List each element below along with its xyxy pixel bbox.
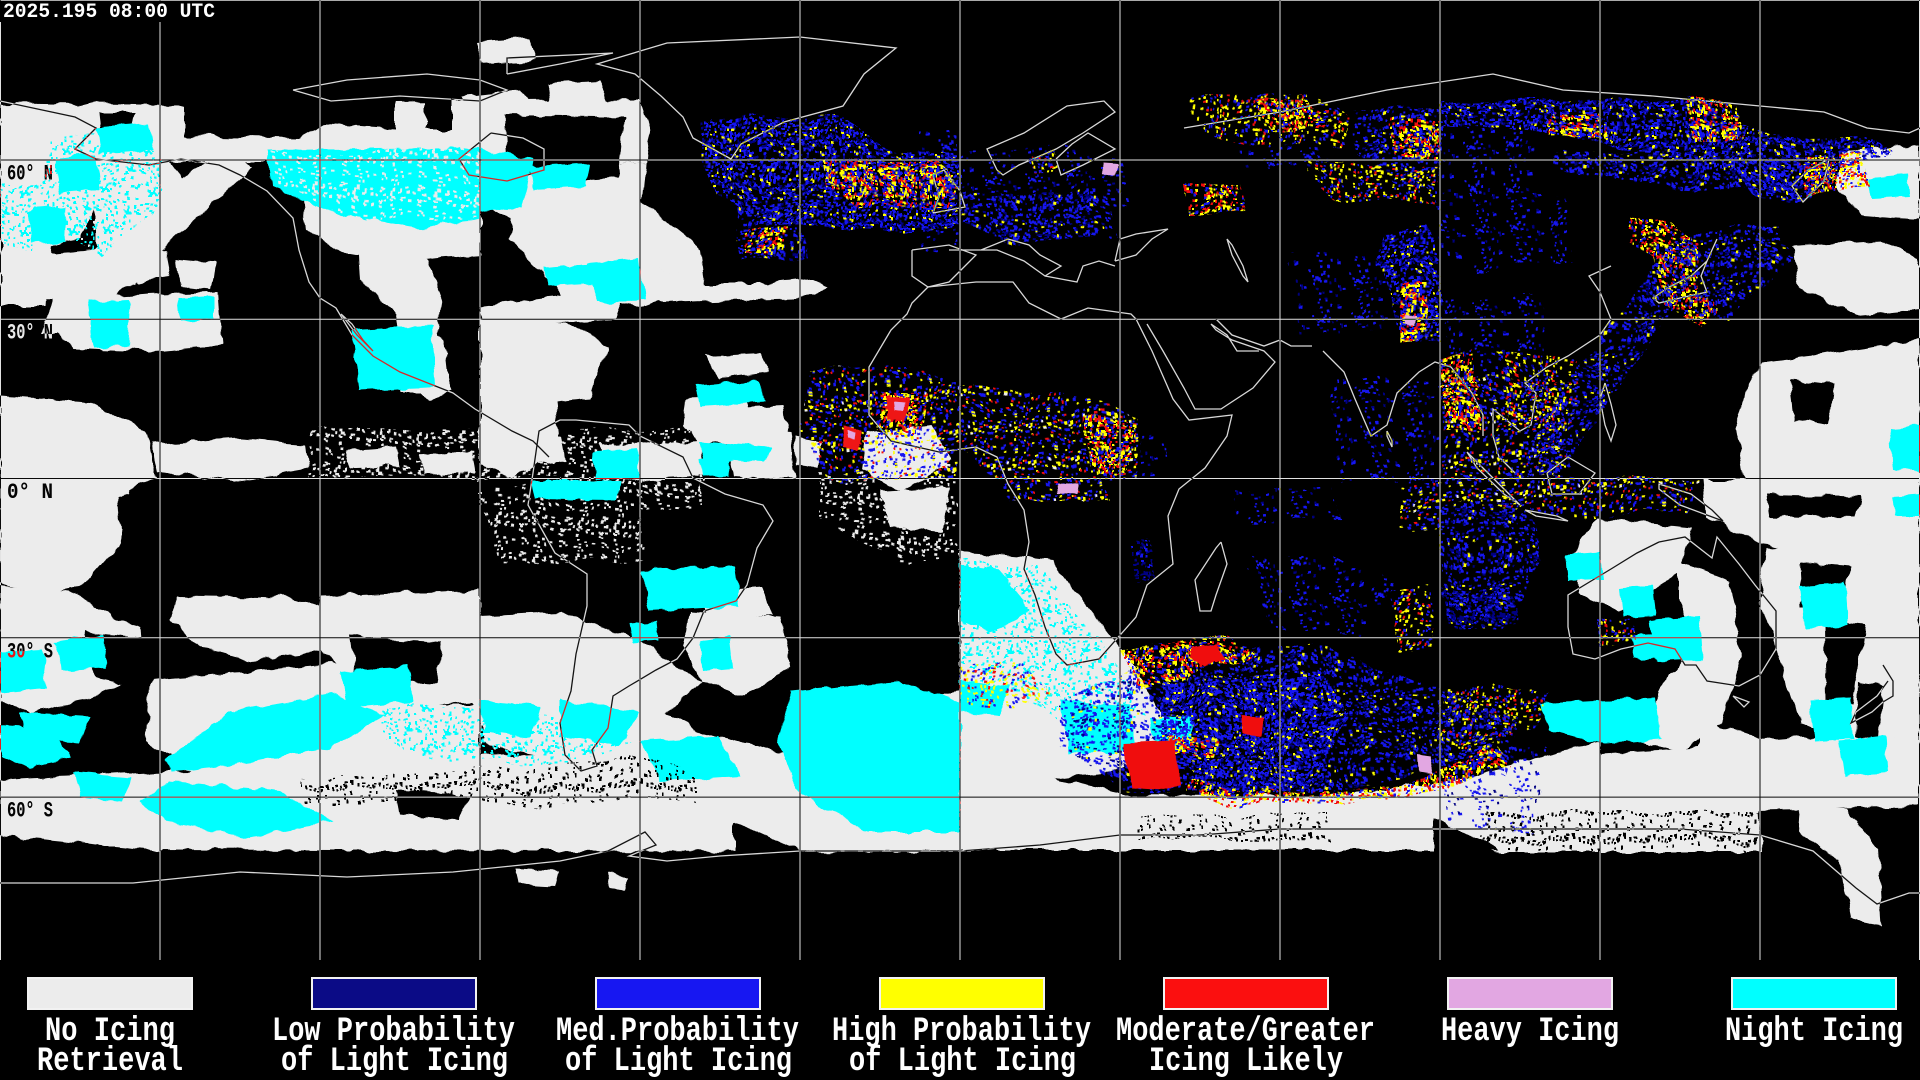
svg-text:Med.Probability: Med.Probability [556, 1013, 799, 1051]
svg-text:Heavy Icing: Heavy Icing [1441, 1013, 1619, 1051]
svg-text:0° N: 0° N [7, 480, 53, 505]
svg-text:High Probability: High Probability [832, 1013, 1091, 1051]
svg-text:2025.195 08:00 UTC: 2025.195 08:00 UTC [3, 1, 215, 24]
svg-text:30° N: 30° N [7, 321, 53, 346]
svg-text:Low Probability: Low Probability [272, 1013, 515, 1051]
svg-text:60° N: 60° N [7, 162, 53, 187]
svg-text:Moderate/Greater: Moderate/Greater [1116, 1013, 1375, 1051]
svg-text:of Light Icing: of Light Icing [281, 1043, 508, 1080]
svg-text:Icing Likely: Icing Likely [1149, 1043, 1343, 1080]
svg-text:of Light Icing: of Light Icing [565, 1043, 792, 1080]
svg-text:No Icing: No Icing [45, 1013, 175, 1051]
svg-text:Retrieval: Retrieval [37, 1043, 183, 1080]
svg-text:of Light Icing: of Light Icing [849, 1043, 1076, 1080]
svg-text:Night Icing: Night Icing [1725, 1013, 1903, 1051]
svg-text:60° S: 60° S [7, 799, 53, 824]
svg-text:30° S: 30° S [7, 639, 53, 664]
